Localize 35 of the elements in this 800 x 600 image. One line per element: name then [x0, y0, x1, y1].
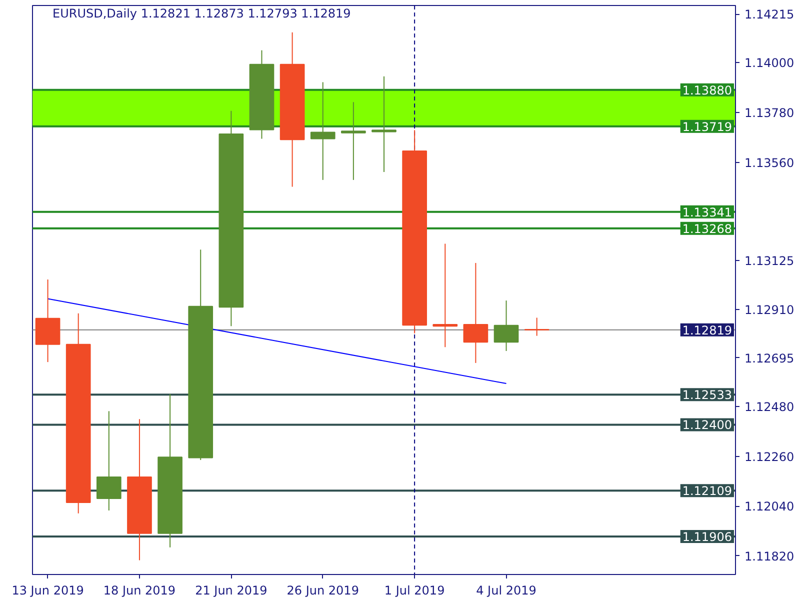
- x-tick-label: 1 Jul 2019: [384, 584, 445, 598]
- ref-line-label: 1.13268: [682, 222, 732, 236]
- ref-line-label: 1.13341: [682, 205, 732, 220]
- candlestick: [494, 300, 519, 352]
- candlestick: [432, 243, 458, 348]
- y-tick-label: 1.13780: [744, 106, 794, 120]
- ref-line-label: 1.12400: [682, 418, 732, 432]
- y-tick-label: 1.14215: [744, 8, 794, 22]
- candlestick: [463, 262, 488, 364]
- ref-line-label: 1.13880: [682, 83, 732, 98]
- candlestick: [310, 82, 336, 180]
- candlestick: [372, 76, 396, 173]
- y-tick-label: 1.13560: [744, 156, 794, 170]
- candlestick: [524, 317, 550, 336]
- y-tick-label: 1.12260: [744, 450, 794, 464]
- y-tick-label: 1.12040: [744, 500, 794, 514]
- candlestick: [96, 410, 122, 511]
- y-tick-label: 1.12695: [744, 351, 794, 366]
- y-tick-label: 1.12910: [744, 302, 794, 317]
- y-tick-label: 1.11820: [744, 549, 794, 564]
- x-tick-label: 4 Jul 2019: [476, 584, 536, 598]
- x-tick-label: 18 Jun 2019: [103, 584, 176, 598]
- chart-title: EURUSD,Daily 1.12821 1.12873 1.12793 1.12819: [52, 6, 351, 20]
- ref-line-label: 1.12109: [682, 484, 732, 498]
- x-tick-label: 26 Jun 2019: [286, 584, 359, 598]
- ref-line-label: 1.13719: [682, 120, 732, 134]
- x-tick-label: 13 Jun 2019: [12, 584, 84, 598]
- y-tick-label: 1.14000: [744, 56, 794, 70]
- ref-line-label: 1.11906: [682, 530, 732, 544]
- ref-line-label: 1.12533: [682, 388, 732, 402]
- candlestick: [341, 102, 366, 180]
- x-tick-label: 21 Jun 2019: [195, 584, 268, 598]
- ref-line-label: 1.12819: [682, 323, 732, 338]
- y-tick-label: 1.13125: [744, 254, 794, 268]
- y-tick-label: 1.12480: [744, 400, 794, 414]
